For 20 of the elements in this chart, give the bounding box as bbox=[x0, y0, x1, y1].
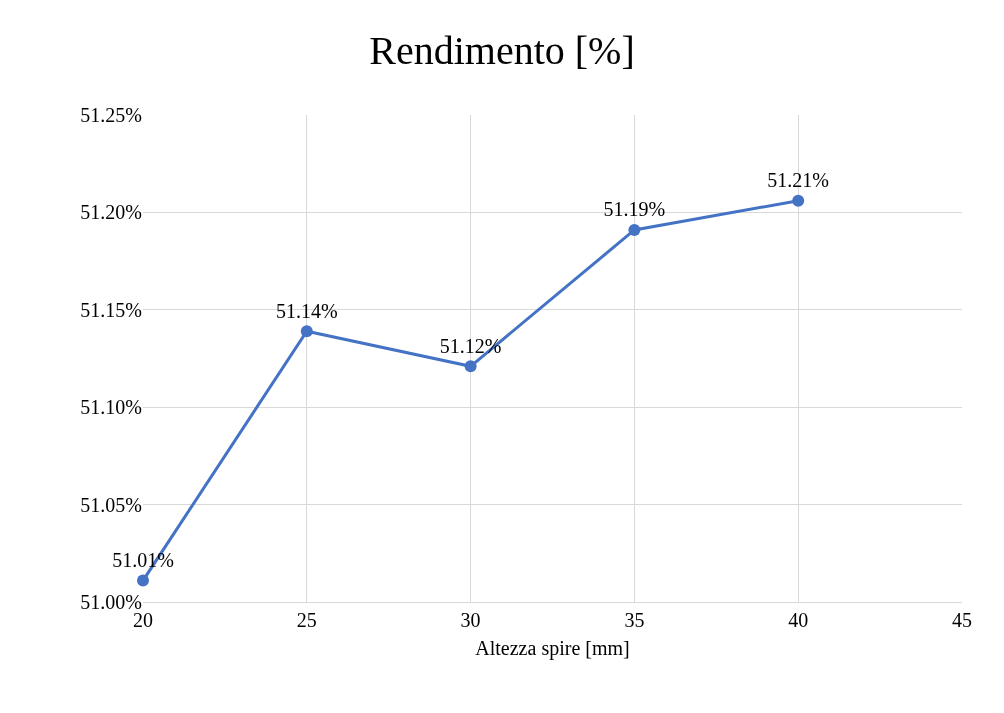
point bbox=[464, 360, 477, 373]
y-tick-label: 51.10% bbox=[80, 396, 142, 419]
data-label: 51.19% bbox=[603, 198, 666, 221]
y-tick-label: 51.15% bbox=[80, 298, 142, 321]
x-axis-title: Altezza spire [mm] bbox=[475, 636, 630, 660]
x-tick-label: 25 bbox=[296, 609, 317, 631]
x-tick-label: 40 bbox=[788, 609, 809, 631]
point bbox=[792, 194, 805, 207]
x-tick-label: 35 bbox=[624, 609, 645, 631]
y-tick-label: 51.05% bbox=[80, 493, 142, 516]
y-tick-label: 51.20% bbox=[80, 201, 142, 224]
x-tick-label: 30 bbox=[460, 609, 481, 631]
point bbox=[137, 574, 149, 587]
data-label: 51.21% bbox=[767, 169, 830, 192]
x-tick-label: 45 bbox=[952, 609, 972, 631]
y-tick-label: 51.25% bbox=[80, 104, 142, 126]
chart-title: Rendimento [%] bbox=[369, 27, 635, 73]
point bbox=[300, 325, 313, 338]
data-label: 51.14% bbox=[275, 299, 338, 322]
point bbox=[628, 223, 641, 236]
